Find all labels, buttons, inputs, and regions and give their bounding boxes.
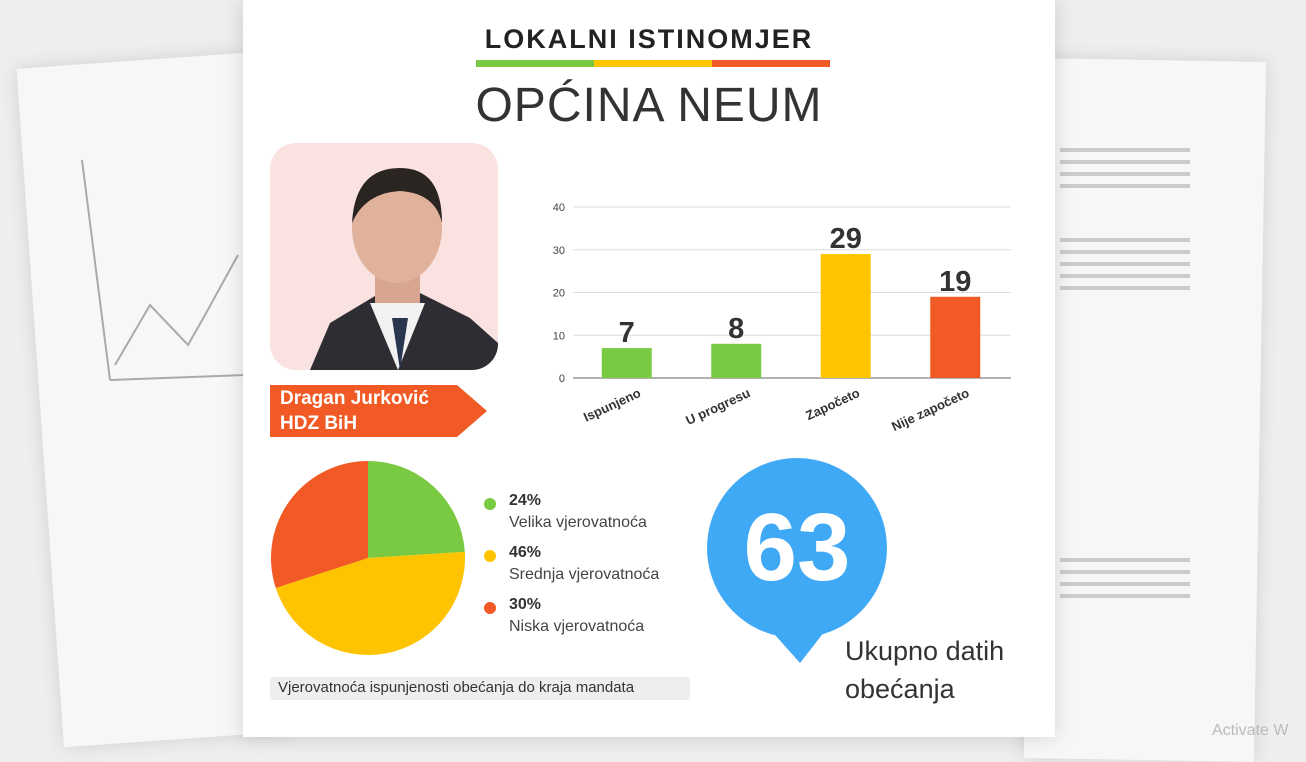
orange-dot-icon bbox=[484, 602, 496, 614]
politician-party: HDZ BiH bbox=[280, 413, 358, 434]
y-tick-label: 10 bbox=[553, 330, 565, 342]
infographic-card: LOKALNI ISTINOMJER OPĆINA NEUM Dragan Ju… bbox=[243, 0, 1055, 737]
legend-label: Velika vjerovatnoća bbox=[509, 514, 647, 531]
legend-pct: 24% bbox=[509, 492, 542, 509]
legend-label: Niska vjerovatnoća bbox=[509, 618, 645, 635]
bar-u-progresu bbox=[711, 343, 762, 378]
green-dot-icon bbox=[484, 498, 496, 510]
politician-photo bbox=[270, 143, 498, 370]
x-category-label: U progresu bbox=[683, 385, 752, 428]
y-tick-label: 20 bbox=[553, 288, 565, 300]
y-tick-label: 40 bbox=[553, 202, 565, 214]
pie-chart bbox=[271, 461, 465, 655]
total-label: Ukupno datih obećanja bbox=[845, 632, 1004, 708]
pie-slice bbox=[368, 461, 465, 558]
bar-ispunjeno bbox=[601, 348, 652, 378]
bar-nije-započeto bbox=[930, 296, 981, 378]
pie-slice bbox=[275, 551, 465, 655]
color-stripe bbox=[476, 60, 830, 67]
y-tick-label: 30 bbox=[553, 245, 565, 257]
bar-value-label: 29 bbox=[830, 223, 862, 255]
x-category-label: Započeto bbox=[803, 385, 862, 423]
legend-pct: 30% bbox=[509, 596, 542, 613]
politician-name: Dragan Jurković bbox=[280, 388, 429, 409]
activation-watermark: Activate W bbox=[1212, 722, 1289, 739]
y-tick-label: 0 bbox=[559, 373, 565, 385]
politician-label: Dragan Jurković HDZ BiH bbox=[270, 385, 487, 437]
bar-value-label: 7 bbox=[619, 317, 635, 349]
bar-value-label: 19 bbox=[939, 266, 971, 298]
x-category-label: Nije započeto bbox=[889, 385, 971, 434]
header-title: LOKALNI ISTINOMJER bbox=[484, 24, 814, 54]
background-text-lines bbox=[1060, 148, 1190, 598]
total-label-line2: obećanja bbox=[845, 674, 955, 704]
bar-chart: 0 10 20 30 40 7 Ispunjeno 8 U progresu 29 Započeto… bbox=[553, 202, 1011, 434]
background-line-chart-icon bbox=[81, 159, 246, 381]
bar-value-label: 8 bbox=[728, 313, 744, 345]
x-category-label: Ispunjeno bbox=[581, 385, 643, 425]
legend-label: Srednja vjerovatnoća bbox=[509, 566, 660, 583]
municipality-title: OPĆINA NEUM bbox=[475, 79, 823, 132]
total-promises-value: 63 bbox=[744, 494, 851, 601]
yellow-dot-icon bbox=[484, 550, 496, 562]
bar-započeto bbox=[820, 254, 871, 378]
pie-caption: Vjerovatnoća ispunjenosti obećanja do kr… bbox=[270, 677, 690, 700]
pie-slice bbox=[271, 461, 368, 588]
legend-pct: 46% bbox=[509, 544, 542, 561]
speech-bubble-icon: 63 bbox=[707, 458, 887, 663]
total-label-line1: Ukupno datih bbox=[845, 636, 1005, 666]
